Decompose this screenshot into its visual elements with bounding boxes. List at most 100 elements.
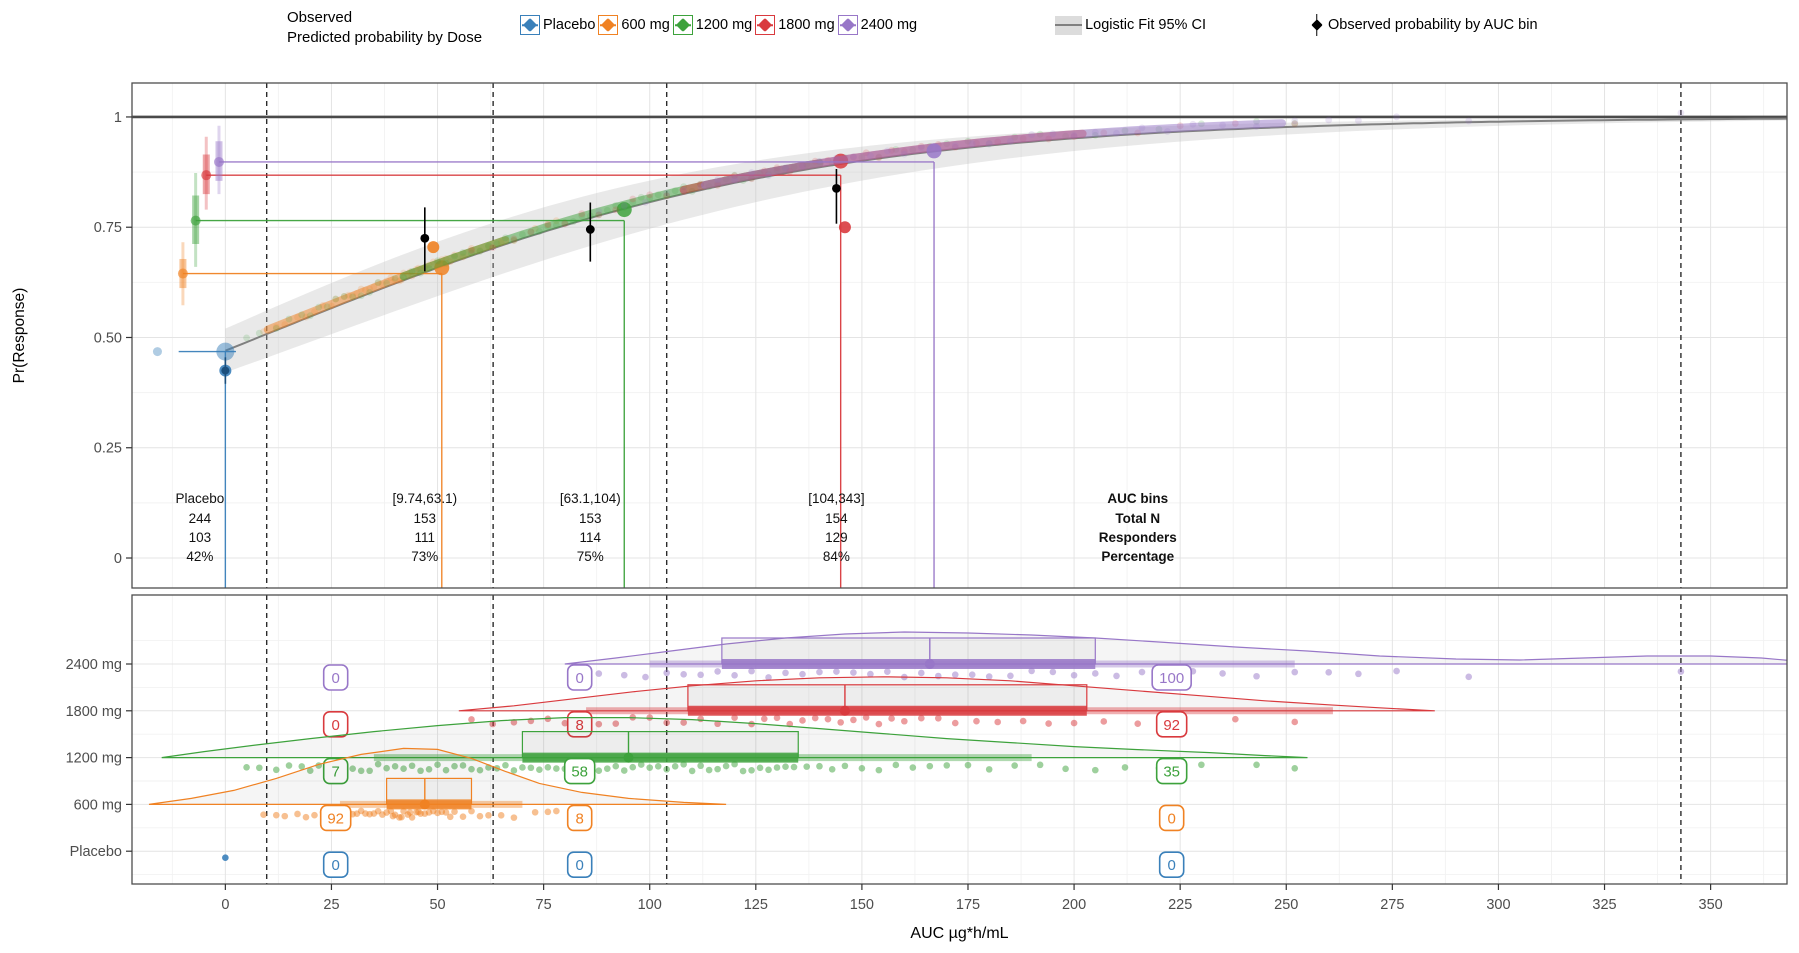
observed-point-core bbox=[221, 366, 230, 375]
predicted-point bbox=[637, 193, 645, 201]
raincloud-row-1200mg: 7 58 35 bbox=[161, 717, 1308, 785]
observation-point bbox=[888, 715, 895, 722]
predicted-point bbox=[1070, 132, 1078, 139]
observation-point bbox=[1070, 719, 1078, 727]
predicted-point bbox=[281, 321, 289, 328]
plot-title-line1: Observed bbox=[287, 9, 353, 26]
observation-point bbox=[527, 764, 535, 772]
observation-point bbox=[837, 719, 844, 726]
predicted-point bbox=[595, 207, 603, 215]
observation-point bbox=[1232, 715, 1239, 723]
predicted-point bbox=[850, 153, 857, 160]
dose-observed-point bbox=[427, 241, 440, 254]
observation-point bbox=[468, 716, 475, 723]
observation-point bbox=[349, 765, 356, 772]
predicted-point bbox=[272, 323, 280, 331]
predicted-point bbox=[612, 206, 620, 214]
logistic-fit-key-icon bbox=[1055, 15, 1083, 35]
predicted-point bbox=[629, 195, 637, 203]
bin-percent-value: 7 bbox=[332, 764, 340, 781]
dose-fit-segment bbox=[700, 119, 1286, 190]
predicted-point bbox=[646, 191, 654, 199]
observation-point bbox=[748, 720, 755, 728]
observation-point bbox=[714, 720, 721, 728]
predicted-point bbox=[663, 192, 671, 200]
gridlines bbox=[132, 83, 1787, 884]
predicted-point bbox=[387, 274, 395, 282]
bin-percent-box bbox=[566, 851, 593, 879]
observation-point bbox=[765, 674, 772, 681]
bin-annotation-text: Placebo bbox=[175, 491, 224, 506]
bin-percent-value: 8 bbox=[576, 810, 584, 827]
x-tick-label: 250 bbox=[1274, 897, 1298, 913]
predicted-point bbox=[349, 293, 357, 301]
legend: Placebo 600 mg 1200 mg 1800 mg 2400 mg L… bbox=[520, 13, 1541, 37]
bin-percent-box bbox=[322, 851, 349, 879]
observation-point bbox=[434, 761, 441, 768]
bottom-panel-border bbox=[131, 594, 1788, 885]
predicted-point bbox=[502, 234, 509, 242]
observation-point bbox=[671, 763, 679, 770]
predicted-point bbox=[510, 236, 518, 244]
observation-point bbox=[646, 764, 654, 771]
predicted-point bbox=[357, 285, 365, 293]
observation-point bbox=[451, 808, 458, 816]
predicted-point bbox=[489, 244, 497, 252]
observation-point bbox=[620, 767, 628, 774]
predicted-point bbox=[561, 220, 569, 228]
observation-point bbox=[773, 714, 781, 722]
observation-point bbox=[398, 813, 405, 821]
observation-point bbox=[451, 762, 458, 770]
observation-point bbox=[1045, 720, 1052, 727]
observation-point bbox=[680, 719, 687, 726]
observation-point bbox=[1138, 668, 1146, 676]
observation-point bbox=[867, 670, 874, 678]
y-tick-label: 0.50 bbox=[94, 330, 122, 346]
observation-point bbox=[875, 720, 883, 728]
legend-item-logistic-fit: Logistic Fit 95% CI bbox=[1055, 15, 1206, 35]
predicted-point bbox=[1291, 117, 1299, 125]
predicted-point bbox=[294, 313, 301, 321]
bin-percent-value: 0 bbox=[576, 857, 584, 874]
bin-percent-box bbox=[1155, 757, 1188, 785]
predicted-point bbox=[374, 279, 382, 286]
predicted-point bbox=[527, 228, 535, 236]
observation-point bbox=[748, 766, 755, 774]
observation-point bbox=[374, 760, 382, 768]
x-tick-label: 350 bbox=[1699, 897, 1723, 913]
observation-point bbox=[841, 762, 849, 770]
bin-percent-value: 0 bbox=[332, 717, 340, 734]
observation-point bbox=[680, 671, 687, 678]
x-tick-label: 175 bbox=[956, 897, 980, 913]
y-tick-label: 0 bbox=[114, 551, 122, 567]
x-tick-label: 225 bbox=[1168, 897, 1192, 913]
observation-point bbox=[1028, 667, 1035, 675]
x-axis-title: AUC µg*h/mL bbox=[910, 925, 1008, 942]
legend-item-2400mg: 2400 mg bbox=[837, 15, 917, 35]
observation-point bbox=[731, 760, 738, 768]
observation-point bbox=[760, 715, 768, 723]
bin-annotation-text: 114 bbox=[580, 530, 602, 545]
observation-point bbox=[985, 673, 993, 680]
predicted-point bbox=[285, 315, 293, 323]
predicted-point bbox=[697, 183, 705, 191]
row-label: 600 mg bbox=[74, 797, 122, 813]
predicted-point bbox=[654, 191, 662, 199]
bin-percent-box bbox=[319, 804, 352, 832]
box-median-dot bbox=[419, 799, 430, 810]
predicted-point bbox=[1253, 123, 1260, 130]
predicted-point bbox=[1219, 121, 1227, 129]
observation-point bbox=[1134, 720, 1142, 727]
pred-interval-median bbox=[190, 215, 201, 226]
x-tick-label: 150 bbox=[850, 897, 874, 913]
observation-point bbox=[561, 719, 569, 727]
observation-point bbox=[1036, 761, 1044, 769]
observation-point bbox=[468, 765, 475, 773]
predicted-point bbox=[260, 328, 267, 336]
observation-point bbox=[765, 766, 772, 774]
observation-point bbox=[862, 714, 870, 721]
plot-title: Observed Predicted probability by Dose bbox=[287, 8, 482, 49]
observation-point bbox=[714, 765, 721, 773]
observation-point bbox=[663, 719, 670, 726]
predicted-point bbox=[917, 144, 925, 152]
